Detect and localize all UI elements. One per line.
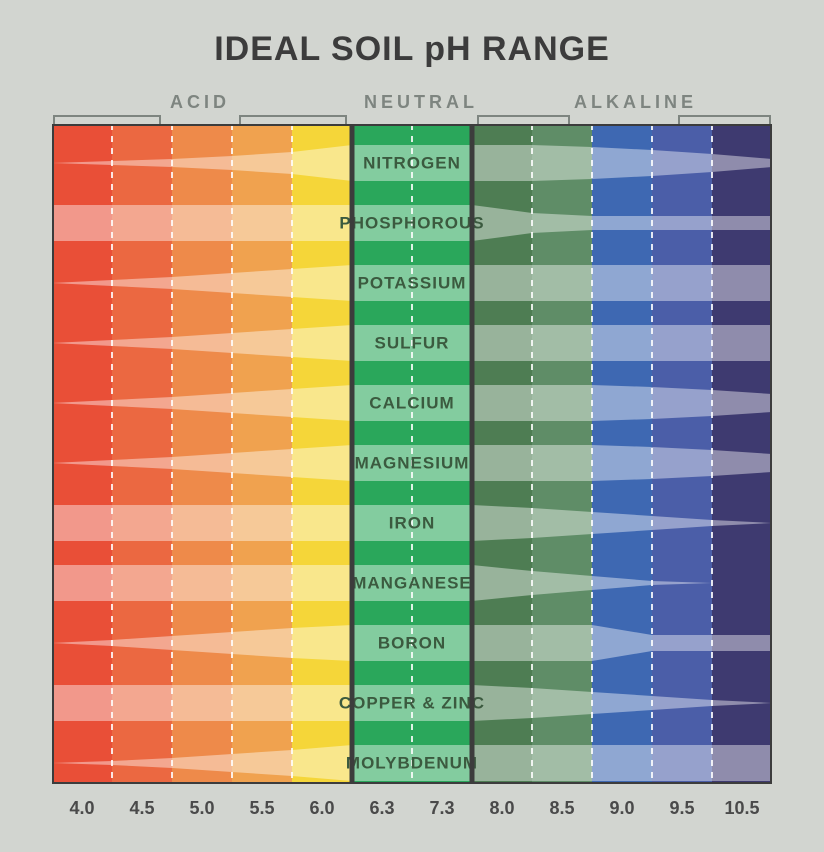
x-tick-label: 4.0 (69, 798, 94, 819)
region-label-neutral: NEUTRAL (364, 92, 478, 113)
x-tick-label: 6.0 (309, 798, 334, 819)
nutrient-label: POTASSIUM (358, 274, 467, 293)
region-label-acid: ACID (170, 92, 230, 113)
nutrient-label: CALCIUM (369, 394, 454, 413)
x-tick-label: 6.3 (369, 798, 394, 819)
nutrient-label: COPPER & ZINC (339, 694, 485, 713)
x-tick-label: 10.5 (724, 798, 759, 819)
x-tick-label: 7.3 (429, 798, 454, 819)
nutrient-label: NITROGEN (363, 154, 461, 173)
x-tick-label: 9.5 (669, 798, 694, 819)
chart-title: IDEAL SOIL pH RANGE (0, 30, 824, 69)
nutrient-label: MANGANESE (352, 574, 472, 593)
x-tick-label: 5.5 (249, 798, 274, 819)
x-tick-label: 8.5 (549, 798, 574, 819)
nutrient-label: PHOSPHOROUS (339, 214, 484, 233)
x-tick-label: 8.0 (489, 798, 514, 819)
region-label-alkaline: ALKALINE (574, 92, 697, 113)
nutrient-label: IRON (389, 514, 436, 533)
ph-chart: NITROGEN PHOSPHOROUS POTASSIUM SULFUR CALCIU… (52, 124, 772, 784)
nutrient-label: MAGNESIUM (355, 454, 470, 473)
x-tick-label: 5.0 (189, 798, 214, 819)
nutrient-label: SULFUR (375, 334, 450, 353)
chart-svg: NITROGEN PHOSPHOROUS POTASSIUM SULFUR CALCIU… (52, 124, 772, 784)
nutrient-label: MOLYBDENUM (346, 754, 478, 773)
nutrient-label: BORON (378, 634, 446, 653)
x-tick-label: 4.5 (129, 798, 154, 819)
x-tick-label: 9.0 (609, 798, 634, 819)
